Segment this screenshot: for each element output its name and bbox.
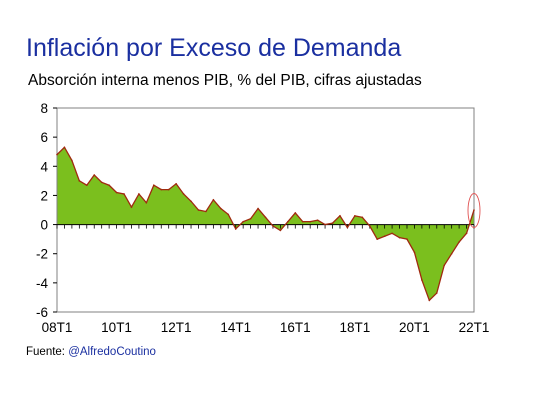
data-point <box>130 206 133 208</box>
data-point <box>301 220 304 223</box>
y-tick-label: 4 <box>40 159 48 174</box>
data-point <box>115 191 118 194</box>
data-point <box>339 215 341 217</box>
data-point <box>257 207 259 210</box>
area-fill-layer <box>57 147 474 301</box>
data-point <box>391 232 393 235</box>
data-point <box>421 279 423 281</box>
y-tick-label: 6 <box>40 130 48 145</box>
data-point <box>272 225 274 227</box>
data-point <box>309 220 311 223</box>
data-point <box>212 199 215 201</box>
data-point <box>234 228 237 230</box>
x-tick-label: 18T1 <box>339 320 370 335</box>
data-point <box>354 215 356 217</box>
data-point <box>100 181 103 184</box>
data-point <box>376 238 378 240</box>
x-tick-label: 10T1 <box>101 320 132 335</box>
data-point <box>361 216 364 219</box>
tick-labels: -6 -4 -2 0 2 4 6 8 08T1 10T1 12T1 14T1 16T1 18T1 20T1 2… <box>36 101 489 335</box>
data-point <box>264 216 267 219</box>
data-point <box>175 182 177 185</box>
data-point <box>108 184 110 187</box>
data-point <box>145 201 148 204</box>
chart-title: Inflación por Exceso de Demanda <box>26 34 402 62</box>
data-point <box>138 193 140 195</box>
data-point <box>56 153 58 156</box>
data-point <box>398 236 401 239</box>
data-point <box>93 174 96 176</box>
area-fill <box>57 147 474 301</box>
data-point <box>78 180 81 182</box>
data-point <box>331 222 334 224</box>
series-line-layer <box>56 146 481 302</box>
data-point <box>85 184 88 187</box>
x-tick-label: 20T1 <box>399 320 430 335</box>
y-tick-label: -2 <box>36 247 48 262</box>
data-point <box>458 241 460 243</box>
y-tick-label: 8 <box>40 101 48 116</box>
source-handle: @AlfredoCoutino <box>68 346 156 358</box>
data-point <box>167 188 170 191</box>
data-point <box>190 200 192 203</box>
data-point <box>279 229 282 232</box>
y-tick-label: -4 <box>36 276 48 291</box>
y-tick-label: -6 <box>36 305 48 320</box>
source-note: Fuente: @AlfredoCoutino <box>26 346 156 358</box>
data-point <box>242 220 244 223</box>
y-tick-label: 0 <box>40 218 48 233</box>
data-point <box>71 159 73 162</box>
data-point <box>153 184 155 187</box>
data-point <box>435 292 438 294</box>
data-point <box>465 232 468 235</box>
x-tick-label: 16T1 <box>280 320 311 335</box>
data-point <box>413 251 416 254</box>
x-tick-label: 12T1 <box>161 320 192 335</box>
x-tick-label: 22T1 <box>459 320 490 335</box>
data-point <box>443 264 446 267</box>
data-point <box>63 146 66 149</box>
data-point <box>450 252 453 255</box>
data-point <box>406 238 408 240</box>
data-point <box>383 235 386 238</box>
data-point <box>160 188 163 191</box>
chart-subtitle: Absorción interna menos PIB, % del PIB, … <box>28 72 422 89</box>
data-point <box>205 210 207 213</box>
x-tick-label: 08T1 <box>42 320 73 335</box>
data-point <box>249 217 252 220</box>
data-point <box>346 226 349 229</box>
data-point <box>287 220 289 223</box>
x-tick-label: 14T1 <box>220 320 251 335</box>
data-point <box>294 212 297 214</box>
source-label: Fuente: <box>26 346 69 358</box>
data-point <box>123 193 125 195</box>
last-point-highlight <box>467 193 481 228</box>
data-point <box>220 207 222 210</box>
data-point <box>227 213 230 216</box>
data-point <box>473 209 475 211</box>
data-point <box>428 299 431 302</box>
data-point <box>316 219 319 221</box>
y-tick-label: 2 <box>40 188 48 203</box>
data-point <box>368 225 371 227</box>
data-point <box>182 193 185 195</box>
data-point <box>197 209 200 211</box>
data-point <box>324 223 326 226</box>
